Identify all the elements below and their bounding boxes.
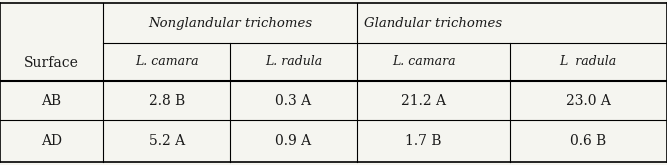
Text: 0.9 A: 0.9 A — [275, 134, 311, 148]
Text: L  radula: L radula — [560, 55, 617, 68]
Text: L. camara: L. camara — [392, 55, 456, 68]
Text: 1.7 B: 1.7 B — [406, 134, 442, 148]
Text: Glandular trichomes: Glandular trichomes — [364, 17, 503, 30]
Text: 2.8 B: 2.8 B — [149, 94, 185, 108]
Text: Surface: Surface — [24, 56, 79, 70]
Text: L. radula: L. radula — [265, 55, 322, 68]
Text: 5.2 A: 5.2 A — [149, 134, 185, 148]
Text: AD: AD — [41, 134, 62, 148]
Text: AB: AB — [41, 94, 61, 108]
Text: 23.0 A: 23.0 A — [566, 94, 611, 108]
Text: 21.2 A: 21.2 A — [401, 94, 446, 108]
Text: Nonglandular trichomes: Nonglandular trichomes — [148, 17, 312, 30]
Text: 0.3 A: 0.3 A — [275, 94, 311, 108]
Text: 0.6 B: 0.6 B — [570, 134, 606, 148]
Text: L. camara: L. camara — [135, 55, 199, 68]
